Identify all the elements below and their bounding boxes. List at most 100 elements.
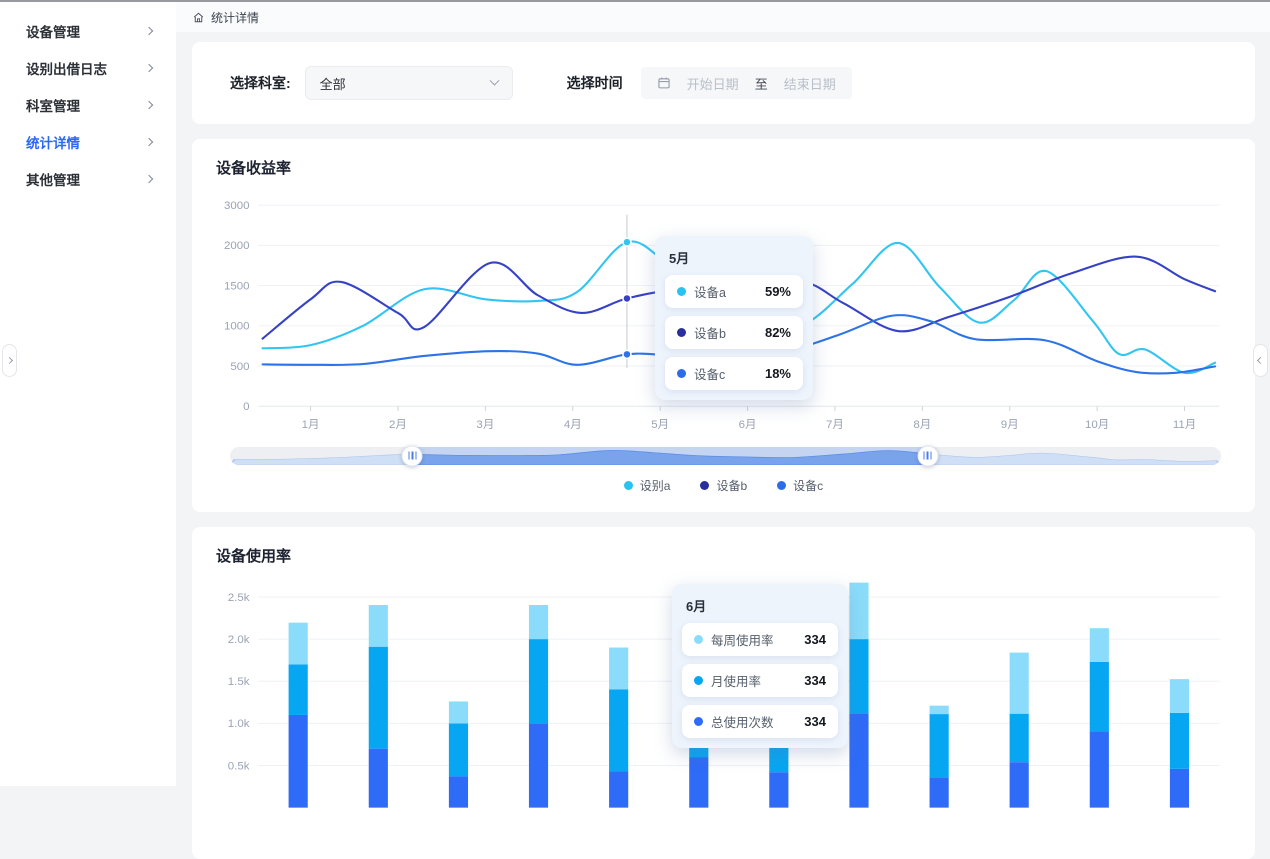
svg-text:5月: 5月	[651, 419, 669, 431]
window-top-edge	[0, 0, 1270, 2]
sidebar-item-statistics[interactable]: 统计详情	[0, 123, 176, 160]
chevron-left-icon	[1256, 356, 1265, 365]
tooltip-row: 设备a 59%	[665, 275, 803, 308]
svg-text:1.5k: 1.5k	[228, 676, 250, 688]
usage-chart-tooltip: 6月 每周使用率 334 月使用率 334 总使用次数 334	[672, 583, 848, 748]
chevron-right-icon	[144, 137, 154, 146]
data-zoom-left-handle[interactable]	[401, 445, 423, 467]
department-filter-label: 选择科室:	[230, 75, 291, 91]
svg-text:2月: 2月	[389, 419, 407, 431]
svg-text:1000: 1000	[224, 321, 250, 333]
tooltip-value: 82%	[764, 325, 791, 340]
end-date-input[interactable]: 结束日期	[783, 76, 836, 92]
legend-dot-icon	[777, 480, 787, 490]
tooltip-label: 每周使用率	[711, 633, 774, 648]
tooltip-label: 总使用次数	[711, 715, 774, 730]
main-area: 统计详情 选择科室: 全部 选择时间 开始日期 至 结束日期	[176, 2, 1270, 859]
svg-text:6月: 6月	[739, 419, 757, 431]
legend-dot-icon	[623, 480, 633, 490]
data-zoom-right-handle[interactable]	[917, 445, 939, 467]
time-filter-label: 选择时间	[566, 75, 623, 91]
legend-item-series-b[interactable]: 设备b	[700, 477, 747, 494]
sidebar-item-device-management[interactable]: 设备管理	[0, 12, 176, 49]
breadcrumb-bar: 统计详情	[176, 2, 1270, 32]
sidebar: 设备管理 设别出借日志 科室管理 统计详情 其他管理	[0, 2, 176, 786]
svg-text:0: 0	[243, 401, 249, 413]
monthly-usage-dot-icon	[694, 675, 703, 685]
chevron-right-icon	[144, 100, 154, 109]
legend-label: 设别a	[639, 478, 671, 493]
series-a-dot-icon	[677, 287, 686, 296]
sidebar-item-lending-log[interactable]: 设别出借日志	[0, 49, 176, 86]
usage-chart-title: 设备使用率	[216, 547, 292, 565]
tooltip-value: 59%	[764, 284, 791, 299]
tooltip-label: 月使用率	[711, 674, 762, 689]
sidebar-item-department-management[interactable]: 科室管理	[0, 86, 176, 123]
sidebar-item-other-management[interactable]: 其他管理	[0, 160, 176, 197]
sidebar-item-label: 科室管理	[26, 98, 80, 114]
data-zoom-preview	[230, 446, 1221, 465]
legend-item-series-a[interactable]: 设别a	[623, 477, 671, 494]
date-range-picker[interactable]: 开始日期 至 结束日期	[640, 67, 852, 99]
tooltip-row: 总使用次数 334	[682, 704, 838, 738]
series-b-dot-icon	[677, 328, 686, 337]
chevron-right-icon	[5, 356, 14, 365]
data-zoom-slider[interactable]	[230, 445, 1221, 467]
panel-collapse-button[interactable]	[1253, 344, 1268, 377]
legend-dot-icon	[700, 480, 710, 490]
breadcrumb[interactable]: 统计详情	[211, 10, 260, 25]
tooltip-value: 334	[804, 631, 826, 647]
tooltip-row: 设备c 18%	[665, 357, 803, 390]
series-c-dot-icon	[677, 369, 686, 378]
svg-text:2.5k: 2.5k	[228, 592, 250, 604]
svg-text:9月: 9月	[1001, 419, 1019, 431]
tooltip-title: 5月	[669, 251, 690, 266]
svg-text:0.5k: 0.5k	[228, 760, 250, 772]
chevron-down-icon	[489, 75, 500, 86]
tooltip-row: 每周使用率 334	[682, 622, 838, 656]
legend-label: 设备b	[716, 478, 748, 493]
tooltip-value: 334	[804, 713, 826, 729]
usage-bar-chart[interactable]: 0.5k 1.0k 1.5k 2.0k 2.5k 6月 每周使用率 334 月使用率 3…	[216, 574, 1231, 823]
revenue-line-chart[interactable]: 0 500 1000 1500 2000 3000 1月 2月 3月 4月 5月 6月 7月 8月 9月 10…	[216, 186, 1231, 439]
department-select-value: 全部	[319, 76, 346, 92]
usage-chart-card: 设备使用率 0.5k 1.0k 1.5k 2.0k 2.5k 6月 每周使用率 334 …	[192, 526, 1255, 859]
legend-label: 设备c	[793, 478, 824, 493]
svg-text:3000: 3000	[224, 200, 250, 212]
sidebar-item-label: 统计详情	[26, 135, 80, 151]
department-select[interactable]: 全部	[304, 66, 513, 100]
tooltip-row: 设备b 82%	[665, 316, 803, 349]
revenue-chart-title: 设备收益率	[216, 160, 292, 177]
tooltip-row: 月使用率 334	[682, 663, 838, 697]
svg-text:1.0k: 1.0k	[228, 718, 250, 730]
tooltip-label: 设备a	[694, 286, 726, 300]
sidebar-item-label: 其他管理	[26, 172, 80, 188]
date-range-separator: 至	[754, 76, 768, 92]
svg-text:10月: 10月	[1085, 419, 1109, 431]
sidebar-expand-button[interactable]	[2, 344, 17, 377]
svg-text:2.0k: 2.0k	[228, 634, 250, 646]
chevron-right-icon	[144, 63, 154, 72]
svg-text:1500: 1500	[224, 280, 250, 292]
tooltip-value: 334	[804, 672, 826, 688]
revenue-chart-tooltip: 5月 设备a 59% 设备b 82% 设备c 18%	[655, 236, 813, 400]
revenue-chart-card: 设备收益率 0 500 1000 1500 2000 3000 1月 2月 3月 4月 5月 6月 7月…	[192, 139, 1255, 512]
home-icon	[193, 12, 204, 22]
calendar-icon	[658, 77, 670, 89]
weekly-usage-dot-icon	[694, 634, 703, 644]
total-usage-dot-icon	[694, 716, 703, 726]
svg-text:2000: 2000	[224, 240, 250, 252]
sidebar-item-label: 设备管理	[26, 24, 80, 40]
chevron-right-icon	[144, 174, 154, 183]
svg-text:11月: 11月	[1173, 419, 1196, 431]
svg-text:4月: 4月	[564, 419, 582, 431]
start-date-input[interactable]: 开始日期	[686, 76, 739, 92]
svg-text:3月: 3月	[476, 419, 494, 431]
revenue-chart-legend: 设别a 设备b 设备c	[216, 477, 1231, 494]
svg-text:7月: 7月	[826, 419, 844, 431]
sidebar-item-label: 设别出借日志	[26, 61, 107, 77]
tooltip-label: 设备b	[694, 327, 726, 341]
filter-card: 选择科室: 全部 选择时间 开始日期 至 结束日期	[192, 42, 1255, 124]
legend-item-series-c[interactable]: 设备c	[777, 477, 823, 494]
content: 选择科室: 全部 选择时间 开始日期 至 结束日期 设备收益率	[176, 42, 1270, 859]
